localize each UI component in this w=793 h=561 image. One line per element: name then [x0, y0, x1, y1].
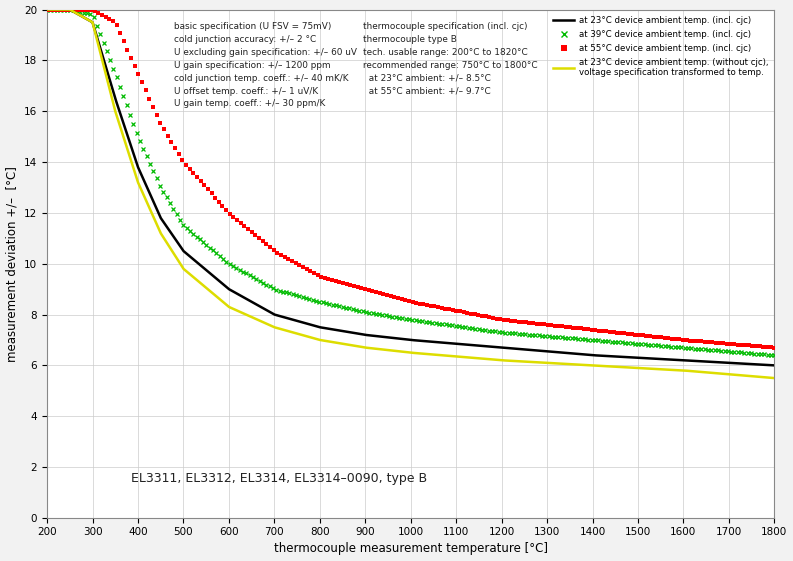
Text: basic specification (U FSV = 75mV)
cold junction accuracy: +/– 2 °C
U excluding : basic specification (U FSV = 75mV) cold … — [174, 22, 358, 108]
Text: EL3311, EL3312, EL3314, EL3314–0090, type B: EL3311, EL3312, EL3314, EL3314–0090, typ… — [131, 472, 427, 485]
Legend: at 23°C device ambient temp. (incl. cjc), at 39°C device ambient temp. (incl. cj: at 23°C device ambient temp. (incl. cjc)… — [550, 12, 772, 81]
Text: thermocouple specification (incl. cjc)
thermocouple type B
tech. usable range: 2: thermocouple specification (incl. cjc) t… — [363, 22, 538, 95]
Y-axis label: measurement deviation +/–  [°C]: measurement deviation +/– [°C] — [6, 165, 18, 362]
X-axis label: thermocouple measurement temperature [°C]: thermocouple measurement temperature [°C… — [274, 542, 548, 555]
